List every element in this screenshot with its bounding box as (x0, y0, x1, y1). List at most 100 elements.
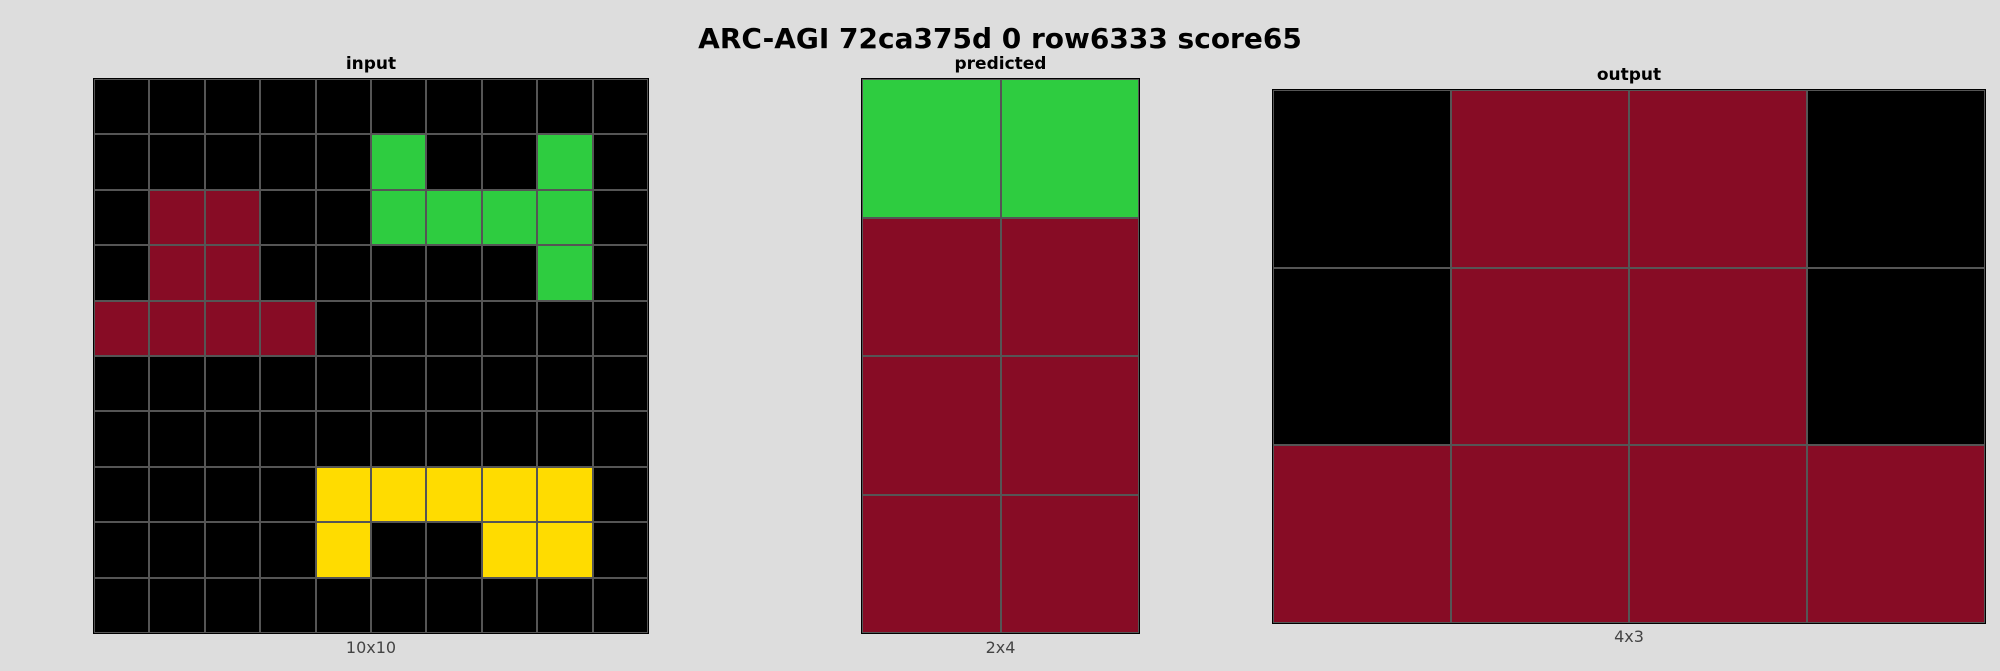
input-cell (371, 300, 427, 356)
input-cell (481, 577, 538, 633)
input-cell (204, 134, 261, 190)
input-cell (592, 577, 648, 633)
input-cell (481, 300, 538, 356)
input-cell (315, 356, 371, 412)
input-cell (481, 466, 538, 523)
input-cell (315, 79, 371, 135)
figure-title: ARC-AGI 72ca375d 0 row6333 score65 (698, 22, 1302, 55)
output-cell (1629, 90, 1807, 268)
input-cell (481, 79, 538, 135)
input-cell (315, 134, 371, 190)
input-cell (204, 189, 261, 246)
predicted-grid (861, 78, 1140, 634)
input-cell (371, 79, 427, 135)
input-panel-title: input (345, 54, 397, 74)
output-cell (1273, 90, 1451, 268)
input-cell (149, 300, 205, 356)
input-cell (260, 411, 316, 467)
input-cell (260, 134, 316, 190)
output-cell (1451, 267, 1629, 446)
input-cell (315, 577, 371, 633)
input-cell (426, 356, 482, 412)
input-cell (371, 522, 427, 578)
predicted-cell (862, 356, 1001, 495)
input-cell (371, 577, 427, 633)
input-cell (94, 300, 150, 356)
input-cell (204, 577, 261, 633)
input-cell (260, 79, 316, 135)
input-cell (315, 189, 371, 246)
input-cell (94, 466, 150, 523)
input-cell (592, 411, 648, 467)
output-cell (1629, 267, 1807, 446)
input-cell (592, 189, 648, 246)
output-grid-size-label: 4x3 (1614, 627, 1644, 646)
output-cell (1807, 445, 1985, 623)
input-cell (592, 245, 648, 301)
input-cell (371, 466, 427, 523)
input-cell (315, 411, 371, 467)
input-cell (592, 356, 648, 412)
input-cell (371, 189, 427, 246)
input-cell (204, 79, 261, 135)
input-cell (371, 134, 427, 190)
input-cell (426, 522, 482, 578)
input-cell (592, 134, 648, 190)
input-cell (426, 300, 482, 356)
input-cell (537, 466, 593, 523)
input-cell (481, 411, 538, 467)
input-cell (204, 245, 261, 301)
output-panel-title: output (1596, 65, 1662, 85)
input-cell (592, 79, 648, 135)
input-cell (315, 466, 371, 523)
input-cell (149, 356, 205, 412)
input-cell (592, 466, 648, 523)
predicted-cell (1000, 217, 1139, 356)
input-cell (592, 300, 648, 356)
predicted-cell (862, 79, 1001, 218)
input-cell (537, 79, 593, 135)
input-cell (204, 300, 261, 356)
output-cell (1273, 445, 1451, 623)
input-cell (537, 411, 593, 467)
input-cell (149, 79, 205, 135)
input-cell (426, 79, 482, 135)
input-cell (537, 134, 593, 190)
input-cell (149, 189, 205, 246)
input-cell (260, 356, 316, 412)
predicted-cell (1000, 494, 1139, 633)
input-cell (426, 411, 482, 467)
output-cell (1451, 445, 1629, 623)
output-cell (1451, 90, 1629, 268)
input-cell (149, 577, 205, 633)
input-cell (371, 356, 427, 412)
input-cell (260, 245, 316, 301)
input-cell (371, 411, 427, 467)
input-cell (260, 466, 316, 523)
input-cell (94, 79, 150, 135)
input-cell (204, 411, 261, 467)
input-grid (93, 78, 649, 634)
input-cell (537, 300, 593, 356)
input-cell (149, 411, 205, 467)
input-cell (426, 577, 482, 633)
input-cell (481, 522, 538, 578)
predicted-cell (1000, 79, 1139, 218)
input-cell (260, 189, 316, 246)
input-cell (94, 245, 150, 301)
input-cell (149, 466, 205, 523)
input-cell (94, 356, 150, 412)
input-cell (315, 245, 371, 301)
input-cell (94, 189, 150, 246)
input-cell (149, 134, 205, 190)
predicted-grid-size-label: 2x4 (985, 638, 1016, 657)
input-cell (371, 245, 427, 301)
input-cell (537, 189, 593, 246)
input-cell (204, 356, 261, 412)
input-cell (94, 134, 150, 190)
input-cell (94, 411, 150, 467)
input-cell (537, 577, 593, 633)
input-cell (481, 134, 538, 190)
predicted-cell (862, 494, 1001, 633)
input-cell (592, 522, 648, 578)
